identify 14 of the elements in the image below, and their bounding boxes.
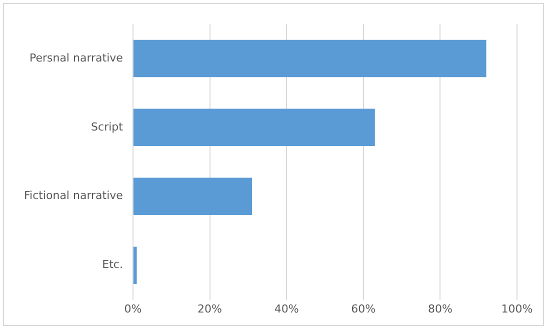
x-tick-label: 100% <box>501 302 533 316</box>
x-tick-label: 60% <box>351 302 376 316</box>
bar <box>133 246 137 284</box>
bar <box>133 40 486 78</box>
y-tick-label: Persnal narrative <box>29 51 124 64</box>
y-tick-label: Script <box>91 120 124 134</box>
x-tick-label: 40% <box>274 302 299 316</box>
y-tick-label: Etc. <box>102 258 123 272</box>
x-tick-label: 0% <box>124 302 142 316</box>
bar <box>133 108 375 146</box>
bar <box>133 178 252 215</box>
x-tick-label: 80% <box>428 302 452 316</box>
y-tick-label: Fictional narrative <box>24 189 124 202</box>
x-tick-label: 20% <box>198 302 222 316</box>
